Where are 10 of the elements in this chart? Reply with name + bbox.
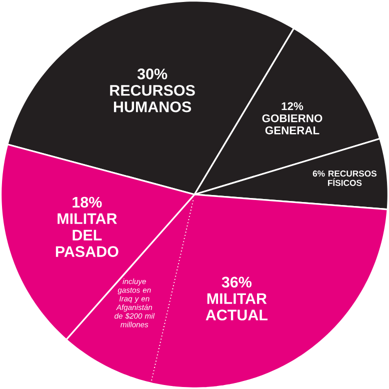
slice-label: GOBIERNO GENERAL <box>262 114 322 134</box>
data-label: 36% <box>222 276 252 288</box>
data-label: 18% <box>72 196 102 208</box>
data-label: 6% <box>312 170 325 177</box>
data-label: 12% <box>282 102 304 110</box>
slice-label: MILITAR ACTUAL <box>206 293 268 320</box>
slice-label: RECURSOS HUMANOS <box>110 84 195 112</box>
slice-label: MILITAR DEL PASADO <box>56 213 118 257</box>
slice-label: RECURSOS FÍSICOS <box>328 170 376 186</box>
data-label: 30% <box>137 68 168 80</box>
